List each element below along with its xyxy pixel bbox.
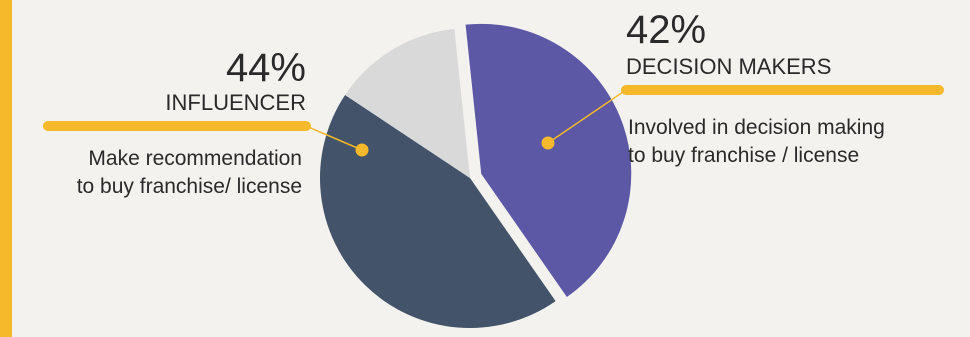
decision-makers-dot — [541, 136, 555, 150]
decision-makers-label: DECISION MAKERS — [626, 54, 832, 79]
decision-makers-description-line-2: to buy franchise / license — [628, 144, 860, 167]
influencer-description-line-2: to buy franchise/ license — [76, 175, 302, 198]
influencer-label: INFLUENCER — [165, 90, 306, 115]
decision-makers-leader-line — [547, 89, 627, 144]
influencer-percent: 44% — [225, 46, 306, 90]
pie-slice-influencer — [319, 94, 556, 329]
decision-makers-description-line-1: Involved in decision making — [628, 116, 885, 139]
influencer-description-line-1: Make recommendation — [88, 147, 302, 170]
influencer-description: Make recommendation to buy franchise/ li… — [12, 145, 302, 201]
accent-bar — [0, 0, 12, 337]
pie-slice-decision-makers — [465, 23, 632, 297]
influencer-dot — [355, 143, 369, 157]
influencer-leader-line — [305, 125, 363, 151]
pie-slice-other — [345, 28, 470, 178]
decision-makers-percent: 42% — [626, 8, 707, 52]
decision-makers-description: Involved in decision making to buy franc… — [628, 114, 958, 170]
